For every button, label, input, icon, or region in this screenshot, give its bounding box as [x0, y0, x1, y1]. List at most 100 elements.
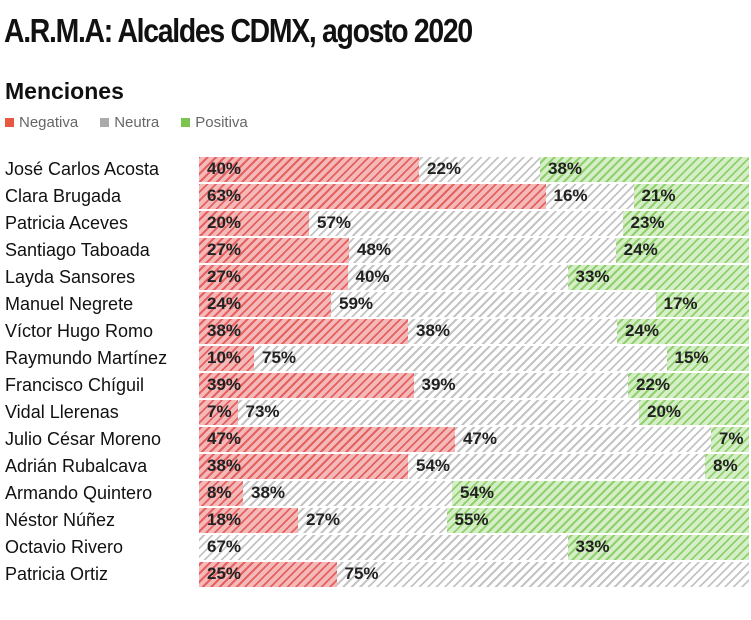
bar-segment-positiva: 7% [710, 427, 749, 452]
data-label: 73% [245, 402, 280, 421]
bar-segment-positiva: 17% [655, 292, 749, 317]
bar-segment-positiva: 22% [628, 373, 749, 398]
bar-segment-neutra: 40% [347, 265, 568, 290]
bar-segment-neutra: 67% [199, 535, 568, 560]
bar-segment-negativa: 20% [199, 211, 309, 236]
data-label: 39% [207, 375, 242, 394]
data-label: 55% [454, 510, 489, 529]
data-label: 24% [207, 294, 242, 313]
chart-title: A.R.M.A: Alcaldes CDMX, agosto 2020 [4, 12, 473, 49]
bar-segment-neutra: 27% [298, 508, 447, 533]
stacked-bar: 27% 40% 33% [199, 265, 749, 290]
data-label: 54% [460, 483, 495, 502]
bar-row: José Carlos Acosta 40% 22% 38% [0, 156, 751, 183]
legend-item-neutra: Neutra [100, 114, 159, 131]
data-label: 15% [674, 348, 709, 367]
data-label: 54% [416, 456, 451, 475]
stacked-bar: 18% 27% 55% [199, 508, 749, 533]
stacked-bar: 27% 48% 24% [199, 238, 749, 263]
bar-segment-neutra: 59% [331, 292, 656, 317]
legend-swatch-neutra [100, 118, 110, 127]
bar-segment-positiva: 38% [540, 157, 749, 182]
bar-segment-positiva: 55% [446, 508, 749, 533]
stacked-bar: 63% 16% 21% [199, 184, 749, 209]
data-label: 20% [207, 213, 242, 232]
data-label: 33% [575, 537, 610, 556]
category-label: Francisco Chíguil [5, 375, 145, 395]
stacked-bar: 39% 39% 22% [199, 373, 749, 398]
bar-row: Patricia Aceves 20% 57% 23% [0, 210, 751, 237]
stacked-bar: 38% 38% 24% [199, 319, 749, 344]
legend-swatch-positiva [181, 118, 191, 127]
category-label: Manuel Negrete [5, 294, 134, 314]
data-label: 22% [427, 159, 462, 178]
bar-segment-positiva: 8% [705, 454, 749, 479]
bar-segment-neutra: 47% [454, 427, 711, 452]
category-label: Víctor Hugo Romo [5, 321, 154, 341]
legend: Negativa Neutra Positiva [5, 114, 248, 131]
bar-segment-neutra: 16% [545, 184, 634, 209]
category-label: Santiago Taboada [5, 240, 150, 260]
bar-segment-neutra: 75% [336, 562, 749, 587]
data-label: 59% [339, 294, 374, 313]
legend-swatch-negativa [5, 118, 14, 127]
data-label: 7% [718, 429, 744, 448]
bar-segment-negativa: 25% [199, 562, 337, 587]
data-label: 21% [641, 186, 676, 205]
bar-row: Vidal Llerenas 7% 73% 20% [0, 399, 751, 426]
category-label: José Carlos Acosta [5, 159, 160, 179]
bar-segment-neutra: 39% [413, 373, 628, 398]
bar-segment-neutra: 73% [237, 400, 639, 425]
data-label: 40% [207, 159, 242, 178]
data-label: 40% [355, 267, 390, 286]
bar-segment-neutra: 48% [349, 238, 616, 263]
chart-subtitle: Menciones [5, 78, 124, 104]
bar-segment-positiva: 23% [622, 211, 749, 236]
data-label: 38% [548, 159, 583, 178]
category-label: Armando Quintero [5, 483, 153, 503]
bar-row: Clara Brugada 63% 16% 21% [0, 183, 751, 210]
stacked-bar: 20% 57% 23% [199, 211, 749, 236]
data-label: 38% [251, 483, 286, 502]
category-label: Octavio Rivero [5, 537, 124, 557]
bar-segment-negativa: 8% [199, 481, 243, 506]
stacked-bar: 25% 75% [199, 562, 749, 587]
bar-segment-neutra: 54% [408, 454, 705, 479]
data-label: 33% [575, 267, 610, 286]
bar-row: Manuel Negrete 24% 59% 17% [0, 291, 751, 318]
bar-segment-positiva: 33% [567, 265, 749, 290]
data-label: 38% [207, 321, 242, 340]
stacked-bar: 8% 38% 54% [199, 481, 749, 506]
data-label: 27% [207, 267, 242, 286]
bar-segment-negativa: 47% [199, 427, 455, 452]
bar-row: Santiago Taboada 27% 48% 24% [0, 237, 751, 264]
data-label: 48% [357, 240, 392, 259]
bar-segment-positiva: 33% [567, 535, 749, 560]
data-label: 27% [207, 240, 242, 259]
bar-segment-neutra: 22% [419, 157, 540, 182]
legend-label: Neutra [114, 114, 160, 131]
data-label: 47% [462, 429, 497, 448]
bar-segment-negativa: 63% [199, 184, 546, 209]
category-label: Julio César Moreno [5, 429, 162, 449]
stacked-bar: 40% 22% 38% [199, 157, 749, 182]
stacked-bar: 47% 47% 7% [199, 427, 749, 452]
data-label: 24% [625, 321, 660, 340]
data-label: 22% [636, 375, 671, 394]
stacked-bar: 38% 54% 8% [199, 454, 749, 479]
bar-segment-negativa: 27% [199, 238, 349, 263]
bar-segment-negativa: 38% [199, 454, 408, 479]
bar-segment-positiva: 24% [615, 238, 749, 263]
bar-segment-neutra: 38% [243, 481, 452, 506]
bar-segment-positiva: 24% [617, 319, 749, 344]
data-label: 75% [344, 564, 379, 583]
data-label: 47% [207, 429, 242, 448]
legend-label: Negativa [19, 114, 79, 131]
bar-segment-neutra: 57% [309, 211, 623, 236]
bar-row: Octavio Rivero 67% 33% [0, 534, 751, 561]
bar-row: Patricia Ortiz 25% 75% [0, 561, 751, 588]
bar-row: Layda Sansores 27% 40% 33% [0, 264, 751, 291]
bar-row: Julio César Moreno 47% 47% 7% [0, 426, 751, 453]
bar-segment-negativa: 38% [199, 319, 408, 344]
legend-item-negativa: Negativa [5, 114, 78, 131]
